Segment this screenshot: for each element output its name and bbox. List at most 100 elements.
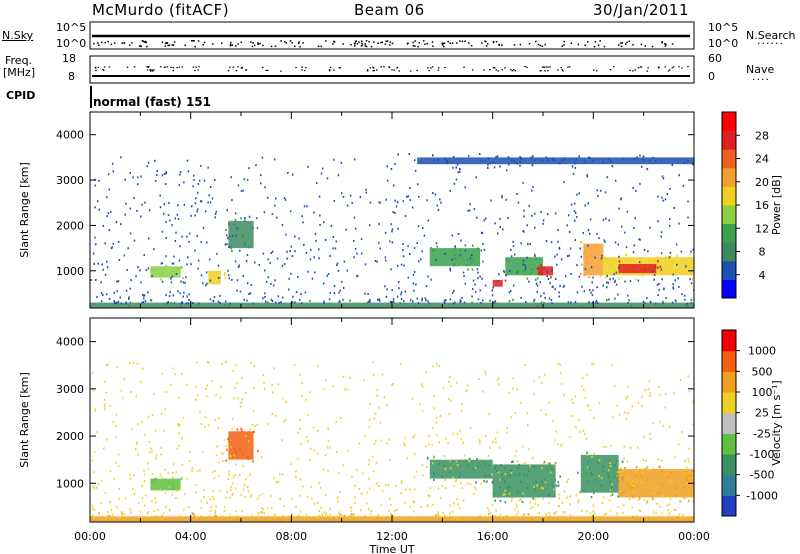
data-cell — [462, 271, 465, 274]
data-cell — [668, 306, 671, 308]
data-cell — [690, 282, 693, 285]
data-cell — [342, 298, 344, 301]
data-cell — [321, 514, 324, 516]
data-cell — [491, 294, 494, 297]
data-cell — [641, 273, 644, 276]
freq-dot — [545, 66, 547, 68]
data-cell — [435, 416, 438, 419]
data-cell — [273, 158, 276, 161]
data-cell — [329, 255, 331, 257]
data-cell — [624, 411, 626, 414]
data-cell — [607, 281, 610, 284]
data-cell — [661, 196, 663, 199]
nsearch-dot — [544, 43, 546, 46]
data-cell — [379, 247, 381, 250]
data-cell — [603, 515, 606, 518]
data-cell — [576, 291, 579, 294]
data-cell — [109, 501, 111, 504]
data-cell — [608, 469, 610, 472]
data-cell — [435, 258, 437, 261]
data-cell — [146, 165, 148, 168]
data-cell — [507, 217, 509, 219]
data-cell — [175, 306, 178, 308]
data-cell — [151, 414, 154, 417]
nsearch-dot — [364, 45, 366, 47]
data-cell — [595, 299, 598, 302]
data-cell — [215, 394, 217, 397]
data-cell — [519, 164, 521, 167]
nsearch-legend-dots: ······ — [757, 37, 784, 50]
data-cell — [136, 209, 138, 212]
data-cell — [257, 449, 259, 453]
data-cell — [587, 228, 590, 231]
data-cell — [435, 421, 438, 424]
data-cell — [118, 487, 120, 490]
data-cell — [151, 500, 153, 503]
data-cell — [504, 473, 506, 476]
data-cell — [583, 160, 586, 163]
data-cell — [391, 289, 393, 292]
nsearch-dot — [593, 46, 596, 48]
data-cell — [630, 304, 632, 307]
data-cell — [394, 211, 396, 214]
data-cell — [594, 256, 596, 259]
data-cell — [601, 502, 604, 504]
data-cell — [256, 424, 259, 426]
data-cell — [156, 173, 158, 176]
data-cell — [196, 210, 198, 213]
nsearch-dot — [481, 42, 483, 44]
data-cell — [602, 160, 604, 163]
data-cell — [412, 282, 415, 285]
data-cell — [276, 216, 278, 219]
data-cell — [371, 361, 374, 364]
data-cell — [364, 515, 366, 518]
data-cell — [622, 492, 625, 495]
data-cell — [228, 246, 230, 248]
nsearch-dot — [537, 43, 540, 46]
data-cell — [592, 491, 595, 495]
freq-dot — [438, 67, 440, 69]
data-cell — [211, 197, 214, 200]
nsearch-dot — [443, 42, 446, 44]
data-cell — [689, 253, 691, 256]
data-cell — [390, 268, 392, 271]
y-axis-label: Slant Range [km] — [18, 162, 31, 258]
freq-dot — [372, 66, 374, 68]
data-cell — [103, 408, 106, 411]
data-cell — [404, 290, 406, 293]
data-cell — [101, 263, 104, 266]
data-cell — [239, 405, 242, 408]
data-cell — [642, 300, 645, 303]
data-cell — [164, 408, 167, 411]
data-cell — [333, 199, 336, 202]
nsearch-dot — [492, 40, 495, 43]
data-cell — [617, 472, 619, 475]
data-cell — [106, 215, 108, 218]
data-cell — [618, 207, 620, 210]
freq-dot — [398, 70, 400, 72]
data-cell — [617, 257, 619, 260]
freq-dot — [195, 66, 197, 68]
data-cell — [322, 282, 325, 285]
data-cell — [96, 296, 98, 299]
data-cell — [266, 196, 269, 199]
data-cell — [235, 463, 237, 466]
freq-dot — [148, 66, 150, 68]
nsearch-dot — [391, 42, 394, 45]
data-cell — [484, 463, 487, 466]
data-cell — [649, 226, 651, 229]
data-cell — [222, 515, 224, 518]
data-cell — [374, 523, 376, 525]
data-cell — [609, 444, 612, 447]
data-cell — [140, 175, 142, 178]
data-cell — [341, 519, 344, 522]
nsearch-dot — [412, 45, 415, 47]
nsearch-dot — [628, 40, 631, 43]
data-cell — [350, 506, 353, 509]
data-cell — [544, 481, 547, 484]
data-cell — [318, 509, 321, 512]
data-cell — [490, 473, 493, 476]
colorbar-tick-label: 8 — [759, 246, 766, 259]
data-cell — [655, 302, 657, 305]
data-cell — [113, 302, 116, 305]
